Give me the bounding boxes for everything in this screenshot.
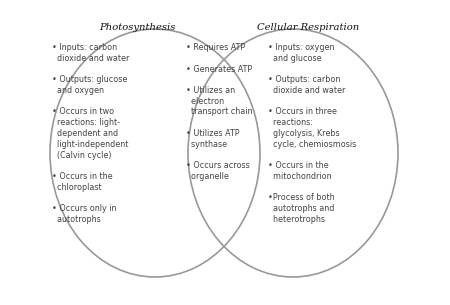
Text: • Inputs: oxygen
  and glucose

• Outputs: carbon
  dioxide and water

• Occurs : • Inputs: oxygen and glucose • Outputs: … [268,43,356,224]
Text: • Requires ATP

• Generates ATP

• Utilizes an
  electron
  transport chain

• U: • Requires ATP • Generates ATP • Utilize… [186,43,252,181]
Text: Cellular Respiration: Cellular Respiration [257,23,359,32]
Text: • Inputs: carbon
  dioxide and water

• Outputs: glucose
  and oxygen

• Occurs : • Inputs: carbon dioxide and water • Out… [52,43,130,224]
Text: Photosynthesis: Photosynthesis [99,23,175,32]
